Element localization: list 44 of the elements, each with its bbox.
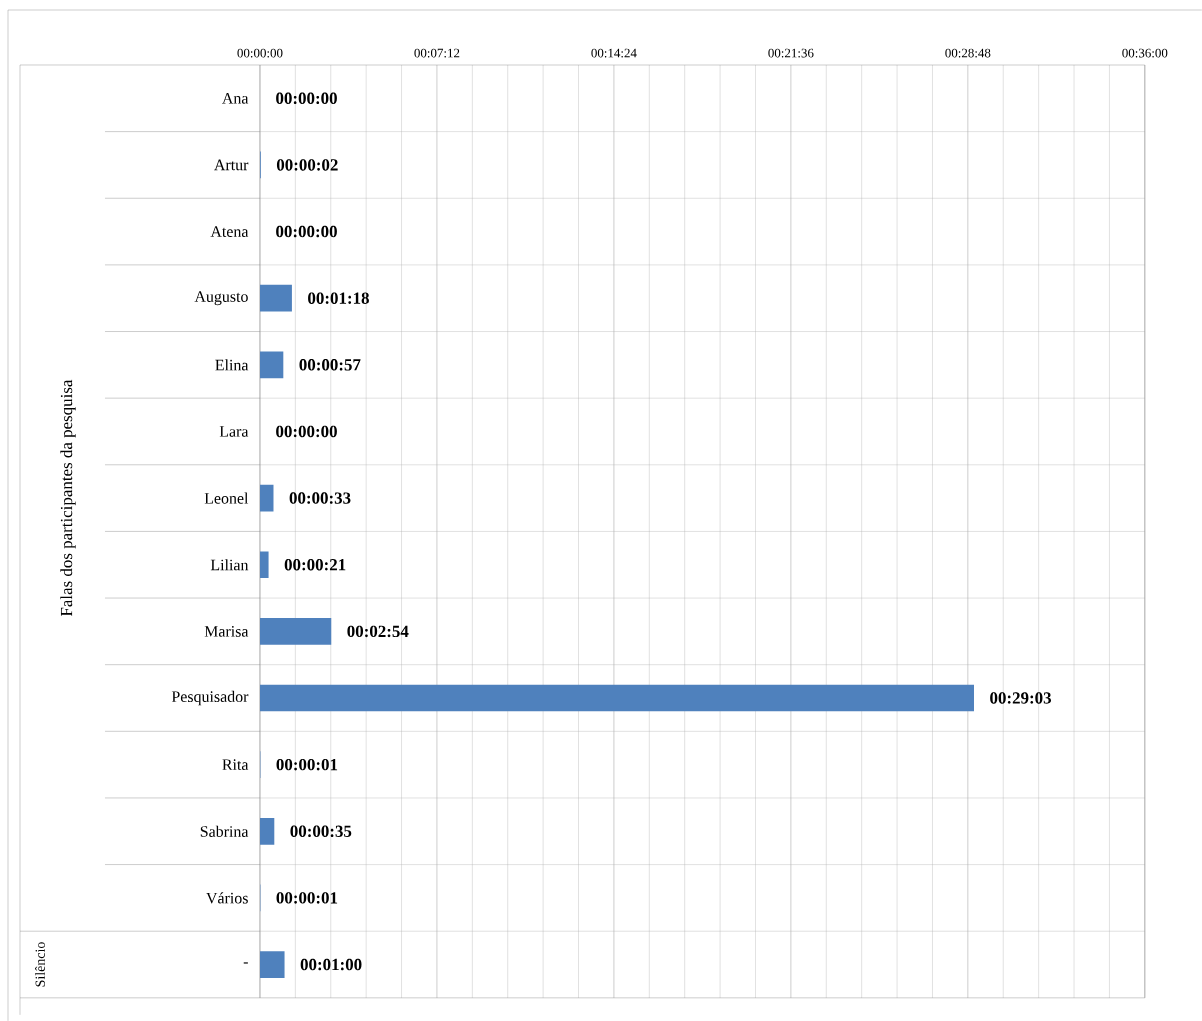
y-tick-label: Atena — [210, 226, 249, 237]
data-label: 00:00:57 — [299, 359, 361, 371]
y-tick-label: Artur — [214, 159, 249, 171]
bar — [259, 551, 269, 579]
data-label: 00:00:00 — [276, 425, 337, 438]
y-tick-label: Rita — [222, 759, 249, 770]
y-tick-label: Leonel — [204, 492, 249, 504]
y-tick-label: Lilian — [210, 559, 249, 571]
data-label: 00:02:54 — [347, 625, 409, 638]
data-label: 00:00:01 — [276, 758, 338, 771]
bar — [259, 817, 275, 845]
y-tick-label: Elina — [215, 359, 249, 371]
y-tick-label: Augusto — [194, 291, 248, 306]
data-label: 00:00:01 — [276, 892, 338, 904]
data-label: 00:00:00 — [276, 225, 337, 238]
data-label: 00:00:00 — [276, 92, 337, 105]
x-tick-label: 00:36:00 — [1122, 48, 1168, 58]
data-label: 00:01:00 — [300, 958, 362, 971]
data-label: 00:00:33 — [289, 492, 351, 504]
x-tick-label: 00:21:36 — [768, 48, 814, 58]
x-tick-label: 00:00:00 — [237, 48, 283, 58]
data-label: 00:00:02 — [276, 159, 338, 171]
text: Silêncio — [35, 942, 45, 987]
data-label: 00:29:03 — [990, 692, 1052, 704]
y-tick-label: - — [243, 962, 248, 964]
text: Falas dos participantes da pesquisa — [60, 379, 76, 617]
x-tick-label: 00:14:24 — [591, 48, 637, 58]
bar — [259, 284, 292, 312]
y-tick-label: Marisa — [204, 626, 249, 637]
y-tick-label: Pesquisador — [171, 690, 249, 706]
x-tick-label: 00:28:48 — [945, 48, 991, 58]
y-tick-label: Vários — [206, 892, 248, 904]
data-label: 00:00:21 — [284, 558, 346, 571]
y-tick-label: Sabrina — [200, 825, 249, 837]
x-tick-label: 00:07:12 — [414, 48, 460, 58]
bar — [259, 951, 285, 978]
y-tick-label: Lara — [219, 426, 249, 437]
bar — [259, 684, 974, 712]
bar — [259, 618, 332, 645]
data-label: 00:00:35 — [290, 825, 352, 838]
bar — [259, 484, 274, 512]
bar — [259, 351, 284, 379]
data-label: 00:01:18 — [308, 292, 369, 304]
y-tick-label: Ana — [222, 92, 249, 104]
